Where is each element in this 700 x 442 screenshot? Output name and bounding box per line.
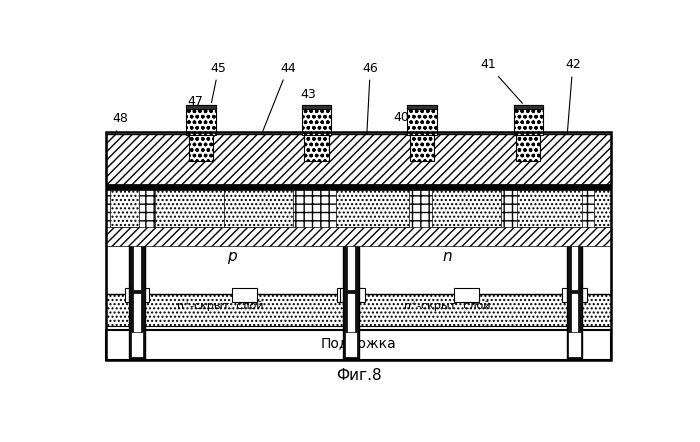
Bar — [570, 293, 578, 356]
Text: n: n — [442, 249, 452, 264]
Bar — [232, 288, 257, 302]
Bar — [337, 288, 362, 302]
Bar — [410, 134, 434, 161]
Bar — [407, 105, 437, 135]
Bar — [106, 229, 349, 294]
Bar — [133, 293, 141, 356]
Bar — [106, 134, 611, 186]
Bar — [514, 105, 542, 109]
Bar — [106, 188, 611, 229]
Bar — [347, 232, 355, 290]
Bar — [514, 105, 542, 135]
Text: 48: 48 — [108, 112, 128, 156]
Bar — [353, 292, 611, 326]
Bar — [516, 134, 540, 161]
Bar — [567, 229, 582, 358]
Bar — [125, 288, 149, 302]
Text: 46: 46 — [363, 61, 378, 139]
Text: 43: 43 — [301, 88, 316, 107]
Bar — [302, 105, 331, 109]
Bar — [353, 229, 611, 294]
Bar — [345, 332, 357, 357]
Bar — [454, 288, 479, 302]
Bar — [130, 229, 145, 358]
Text: 47: 47 — [188, 95, 204, 111]
Text: Фиг.8: Фиг.8 — [336, 368, 382, 383]
Bar — [186, 105, 216, 109]
Bar — [155, 189, 244, 227]
Bar — [407, 105, 437, 109]
Bar — [110, 189, 139, 227]
Bar — [562, 288, 587, 302]
Text: 40: 40 — [393, 111, 419, 124]
Bar — [336, 189, 409, 227]
Bar — [344, 229, 358, 358]
Text: 42: 42 — [565, 58, 581, 139]
Bar — [106, 184, 611, 190]
Bar — [594, 189, 611, 227]
Bar — [570, 232, 578, 290]
Bar — [304, 134, 329, 161]
Text: 44: 44 — [258, 61, 296, 143]
Bar — [106, 330, 611, 359]
Text: р: р — [227, 249, 237, 264]
Text: 45: 45 — [211, 61, 227, 103]
Bar — [133, 232, 141, 290]
Bar — [106, 292, 349, 326]
Text: n⁺-скрыт. слой: n⁺-скрыт. слой — [404, 301, 491, 312]
Bar — [188, 134, 214, 161]
Bar — [568, 332, 580, 357]
Bar — [517, 189, 582, 227]
Bar — [186, 105, 216, 135]
Bar — [347, 293, 355, 356]
Bar — [224, 189, 293, 227]
Text: 41: 41 — [480, 58, 522, 103]
Bar — [106, 227, 611, 246]
Bar — [340, 288, 365, 302]
Bar — [302, 105, 331, 135]
Text: Подложка: Подложка — [321, 336, 397, 350]
Bar — [131, 332, 143, 357]
Text: n⁺-скрыт. слой: n⁺-скрыт. слой — [177, 301, 263, 312]
Bar — [432, 189, 501, 227]
Bar — [106, 132, 611, 359]
